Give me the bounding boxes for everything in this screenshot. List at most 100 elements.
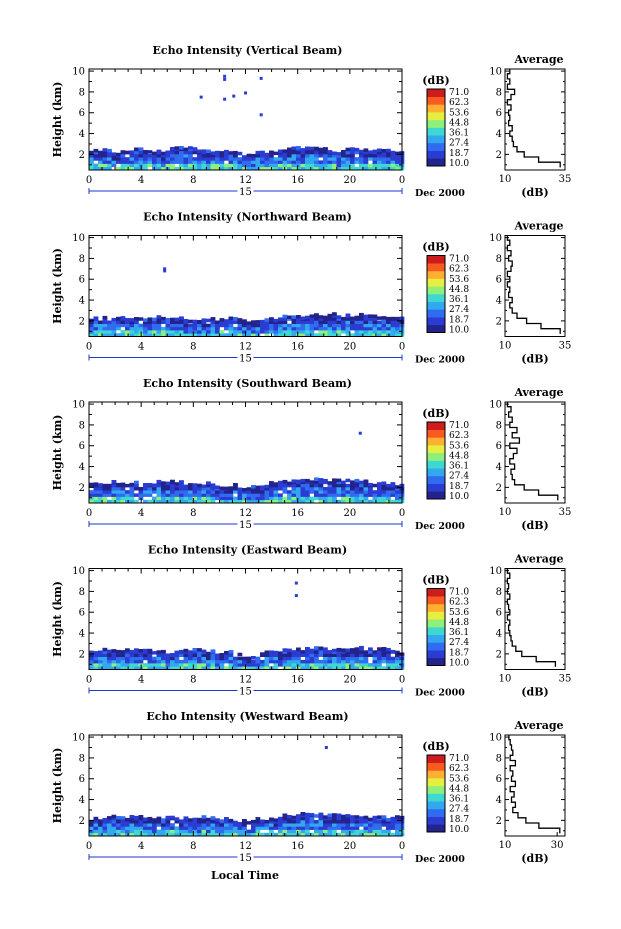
heatmap-cell: [107, 320, 112, 324]
heatmap-cell: [359, 666, 364, 670]
heatmap-cell: [161, 663, 166, 667]
heatmap-cell: [228, 823, 234, 827]
heatmap-cell: [273, 490, 279, 494]
colorbar-swatch: [427, 286, 445, 295]
heatmap-cell: [165, 659, 171, 664]
heatmap-cell: [224, 319, 229, 323]
x-tick-label: 16: [291, 841, 304, 852]
heatmap-cell: [143, 157, 148, 161]
heatmap-cell: [345, 320, 351, 324]
heatmap-cell: [170, 815, 175, 820]
heatmap-cell: [368, 666, 373, 670]
heatmap-cell: [120, 490, 126, 494]
heatmap-cell: [336, 317, 342, 321]
heatmap-cell: [107, 832, 112, 837]
heatmap-cell: [264, 330, 270, 334]
heatmap-cell: [323, 820, 328, 824]
heatmap-cell: [341, 330, 346, 334]
heatmap-cell: [89, 333, 94, 337]
heatmap-cell: [314, 666, 319, 670]
heatmap-cell: [372, 326, 378, 331]
heatmap-cell: [147, 333, 153, 337]
heatmap-cell: [296, 499, 301, 504]
heatmap-cell: [111, 499, 117, 504]
heatmap-cell: [354, 499, 360, 504]
heatmap-cell: [165, 487, 171, 491]
heatmap-cell: [206, 659, 211, 664]
heatmap-cell: [152, 829, 157, 834]
heatmap-cell: [287, 326, 292, 331]
heatmap-cell: [224, 653, 229, 657]
x-tick-label: 0: [399, 175, 405, 186]
colorbar-swatch: [427, 634, 445, 643]
heatmap-cell: [125, 656, 130, 661]
heatmap-cell: [219, 829, 225, 834]
heatmap-cell: [107, 154, 112, 158]
panel-title: Echo Intensity (Eastward Beam): [148, 544, 347, 557]
heatmap-cell: [345, 154, 351, 158]
heatmap-cell: [143, 483, 148, 487]
heatmap-cell: [345, 659, 351, 664]
heatmap-cell: [309, 663, 315, 667]
heatmap-cell: [305, 823, 310, 827]
x-tick-label: 12: [239, 841, 252, 852]
heatmap-cell: [98, 166, 103, 171]
heatmap-cell: [264, 484, 270, 489]
heatmap-cell: [228, 163, 234, 168]
heatmap-cell: [390, 166, 396, 171]
heatmap-cell: [156, 323, 162, 328]
heatmap-cell: [233, 499, 238, 504]
heatmap-cell: [125, 318, 130, 322]
heatmap-cell: [125, 483, 130, 488]
heatmap-cell: [251, 832, 256, 837]
heatmap-cell: [152, 659, 157, 664]
heatmap-cell: [215, 666, 220, 670]
heatmap-cell: [350, 826, 355, 830]
heatmap-cell: [300, 826, 306, 830]
heatmap-cell: [327, 320, 333, 324]
heatmap-cell: [336, 483, 342, 488]
heatmap-cell: [300, 820, 306, 824]
heatmap-cell: [350, 487, 355, 491]
colorbar-swatch: [427, 762, 445, 771]
heatmap-cell: [174, 487, 180, 491]
heatmap-cell: [296, 166, 301, 171]
avg-y-tick-label: 2: [496, 816, 502, 827]
heatmap-cell: [116, 333, 121, 337]
heatmap-cell: [224, 333, 229, 337]
heatmap-cell: [269, 829, 274, 834]
heatmap-cell: [170, 160, 175, 164]
heatmap-cell: [116, 496, 121, 501]
heatmap-cell: [107, 157, 112, 161]
heatmap-cell: [102, 823, 108, 827]
heatmap-cell: [224, 323, 229, 328]
heatmap-cell: [350, 483, 355, 488]
heatmap-cell: [233, 163, 238, 168]
heatmap-cell: [197, 483, 202, 488]
heatmap-cell: [98, 483, 103, 487]
x-tick-label: 12: [239, 508, 252, 519]
heatmap-cell: [363, 823, 369, 827]
heatmap-cell: [188, 663, 193, 667]
heatmap-cell: [291, 493, 297, 497]
heatmap-cell: [336, 820, 342, 824]
heatmap-cell: [210, 816, 216, 820]
heatmap-cell: [134, 166, 139, 171]
heatmap-cell: [107, 150, 112, 155]
heatmap-cell: [156, 659, 162, 664]
heatmap-cell: [278, 323, 283, 328]
heatmap-cell: [255, 496, 261, 501]
heatmap-cell: [138, 490, 144, 494]
heatmap-cell: [170, 166, 175, 171]
heatmap-cell: [264, 832, 270, 837]
heatmap-cell: [224, 832, 229, 837]
heatmap-cell: [152, 490, 157, 494]
heatmap-cell: [368, 820, 373, 824]
heatmap-cell: [125, 659, 130, 664]
heatmap-cell: [93, 666, 99, 670]
heatmap-cell: [318, 820, 324, 824]
heatmap-cell: [237, 829, 243, 834]
heatmap-cell: [327, 160, 333, 164]
heatmap-cell: [129, 320, 135, 324]
heatmap-cell: [129, 653, 135, 657]
